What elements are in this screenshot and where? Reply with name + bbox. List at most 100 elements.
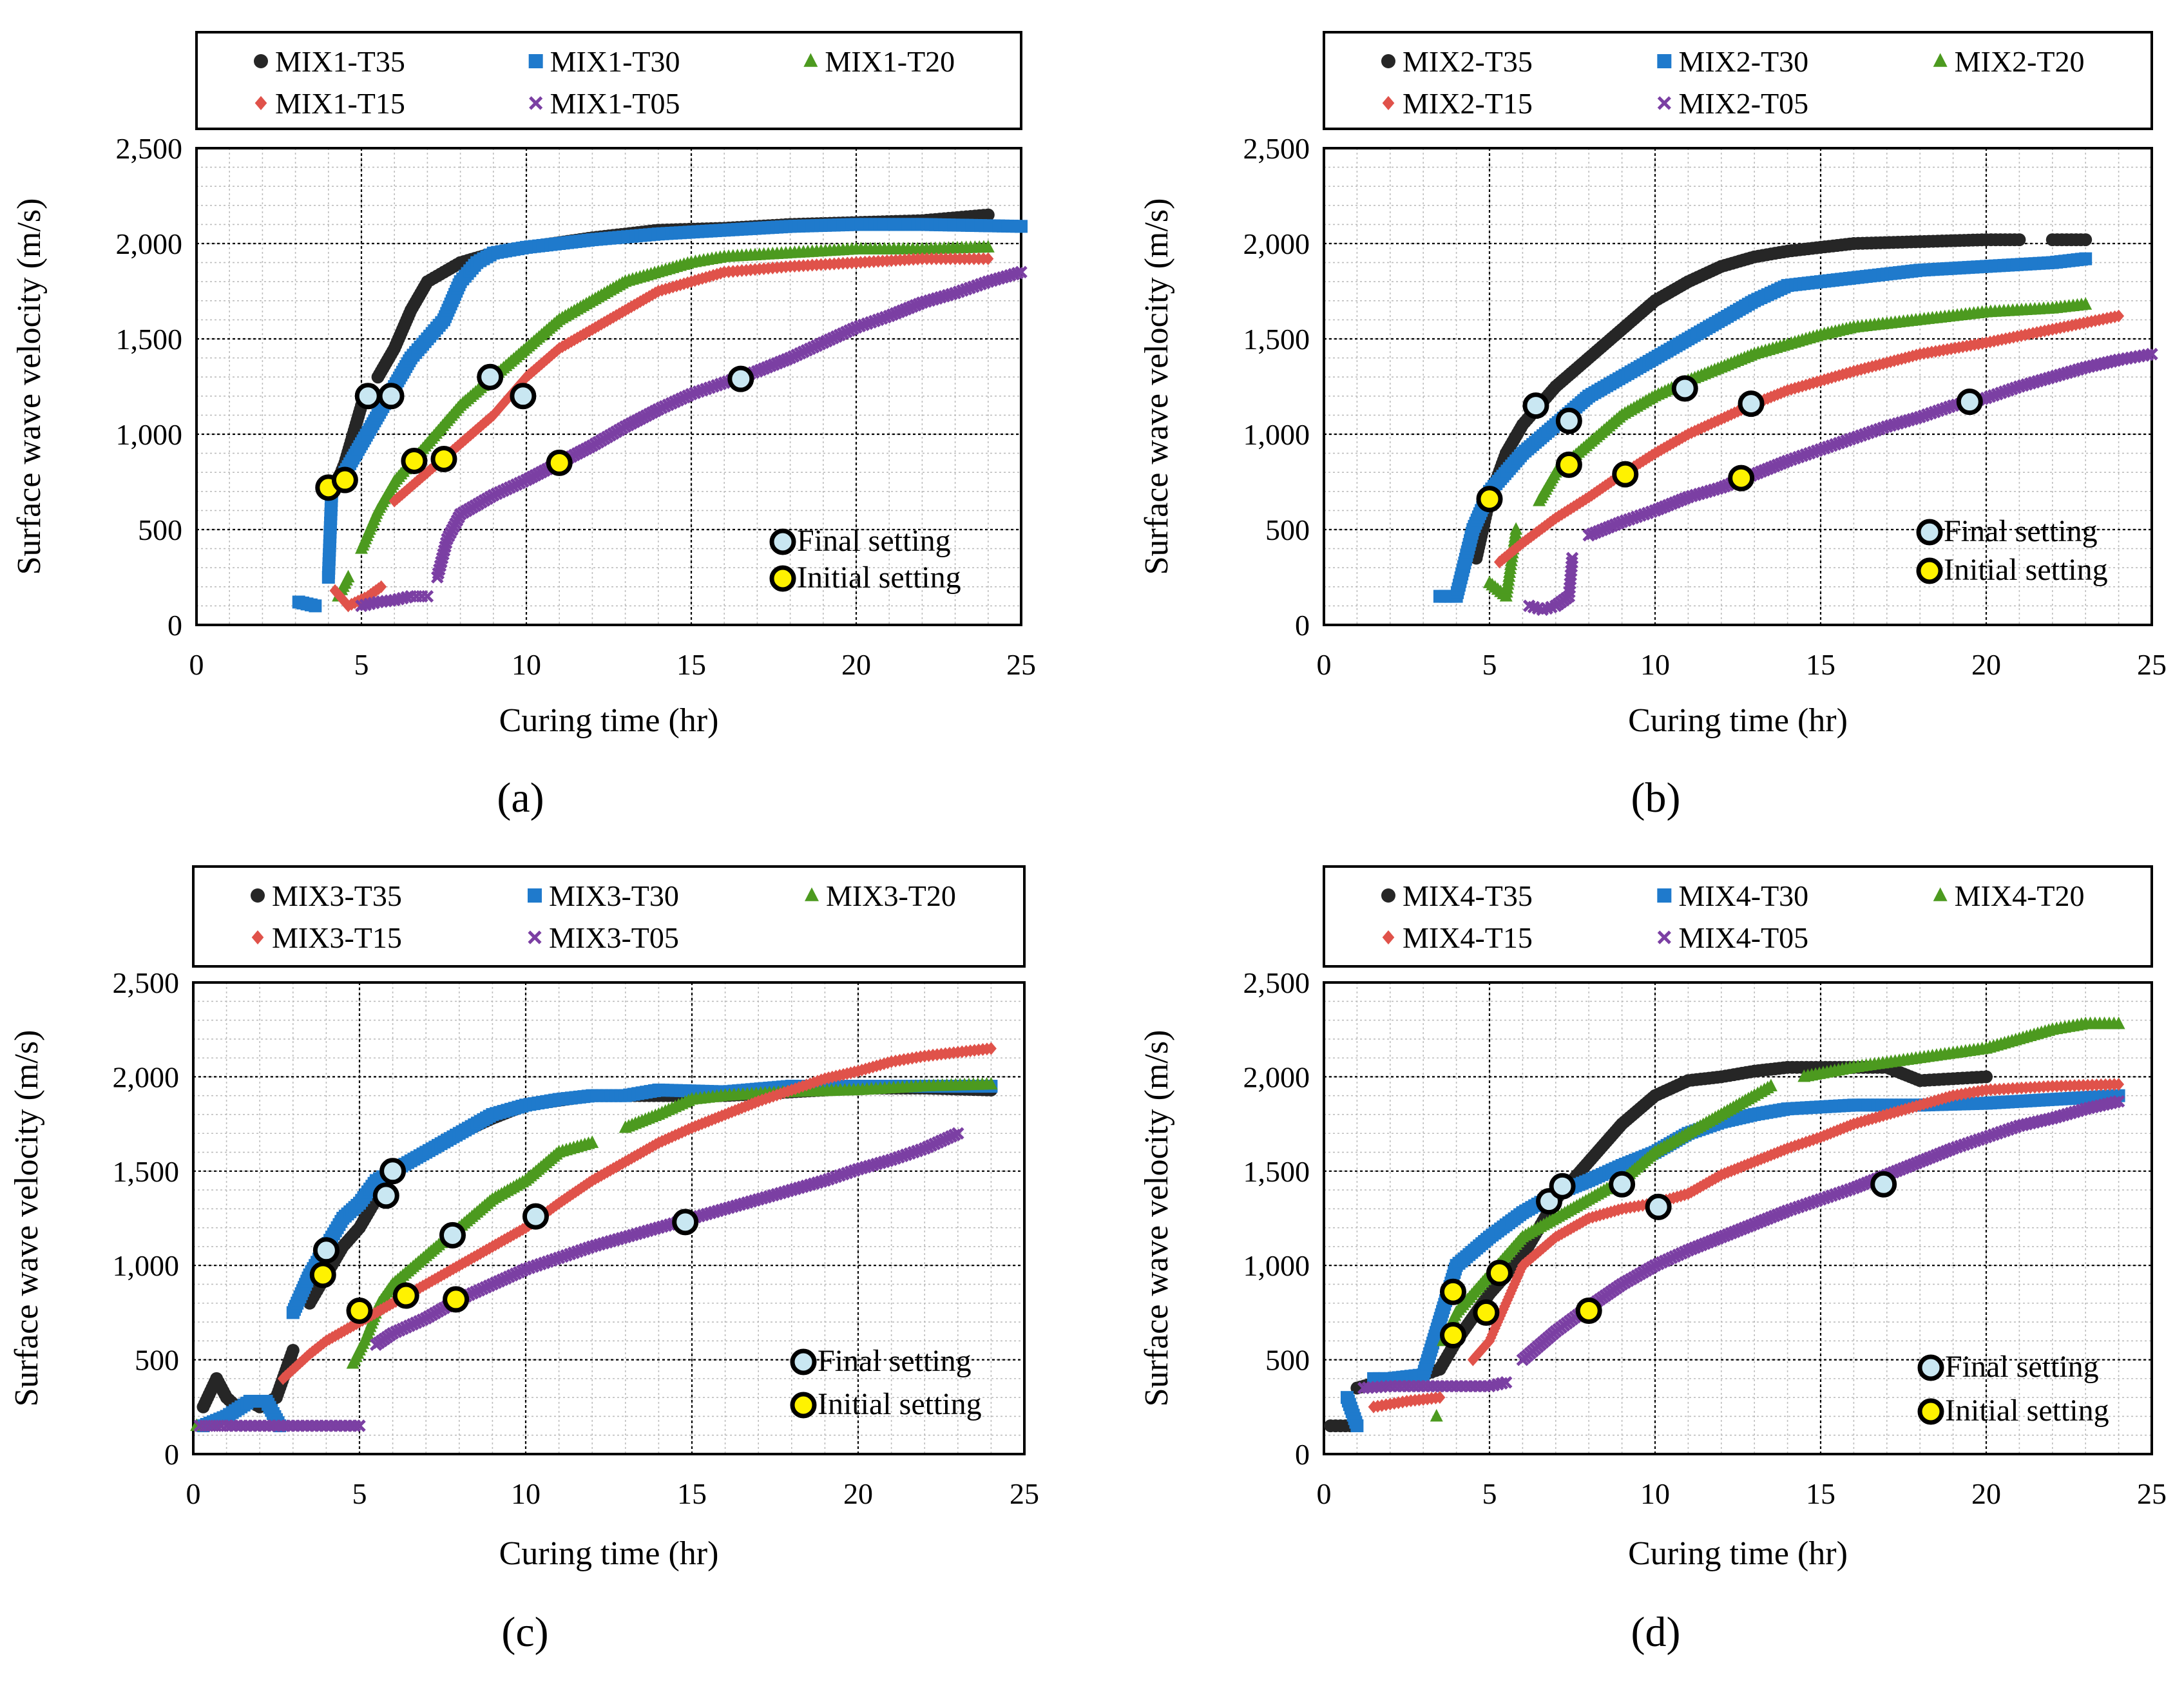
final-setting-legend-marker [790, 1348, 817, 1375]
final-setting-legend-label: Final setting [1944, 514, 2098, 548]
data-point [1350, 1419, 1364, 1433]
y-tick-label: 1,000 [1243, 1249, 1310, 1282]
x-axis-label: Curing time (hr) [499, 702, 719, 739]
legend-frame [1323, 31, 2153, 130]
plot-frame [1323, 147, 2153, 626]
setting-legend: Final setting Initial setting [1916, 514, 2108, 587]
x-tick-label: 20 [841, 648, 871, 681]
legend-label: MIX2-T15 [1403, 87, 1533, 120]
legend-marker [528, 888, 542, 903]
initial-setting-marker [1486, 1260, 1513, 1287]
final-setting-marker [1956, 388, 1983, 416]
final-setting-marker [354, 383, 381, 410]
legend-label: MIX4-T30 [1678, 879, 1808, 912]
legend-label: MIX3-T05 [549, 921, 679, 954]
initial-setting-legend-marker [769, 565, 796, 592]
x-tick-label: 5 [1482, 648, 1497, 681]
initial-setting-legend-marker [1916, 557, 1943, 584]
minor-grid [193, 982, 1025, 1455]
panel-label: (a) [497, 774, 544, 821]
initial-setting-legend-marker [790, 1392, 817, 1419]
data-point [2079, 297, 2093, 310]
legend-marker [1381, 888, 1395, 903]
major-grid [193, 982, 1024, 1454]
final-setting-marker [1555, 407, 1582, 434]
panel-1: 0 5 10 15 20 25 0 500 1,000 1,500 2,000 2,500 Curing… [1138, 31, 2167, 821]
data-point [341, 570, 355, 582]
x-tick-label: 5 [1482, 1477, 1497, 1510]
y-tick-label: 500 [135, 1344, 179, 1377]
initial-setting-marker [346, 1297, 373, 1324]
y-tick-label: 0 [1295, 1438, 1310, 1471]
y-tick-label: 1,500 [1243, 1155, 1310, 1188]
legend-label: MIX2-T20 [1955, 45, 2085, 78]
legend-marker [1381, 54, 1395, 68]
x-tick-label: 10 [1640, 1477, 1670, 1510]
final-setting-marker [522, 1203, 549, 1230]
series-MIX1-T30 [292, 218, 1028, 613]
x-tick-label: 15 [677, 1477, 707, 1510]
final-setting-marker [1870, 1171, 1897, 1198]
setting-markers [315, 363, 754, 501]
y-tick-label: 1,500 [113, 1155, 180, 1188]
x-tick-label: 15 [676, 648, 706, 681]
y-tick-label: 0 [1295, 609, 1310, 642]
legend-marker [1657, 54, 1672, 68]
y-tick-label: 2,000 [1243, 1060, 1310, 1093]
x-tick-label: 0 [186, 1477, 201, 1510]
legend-label: MIX4-T20 [1955, 879, 2085, 912]
initial-setting-legend-label: Initial setting [797, 560, 961, 595]
initial-setting-marker [331, 466, 358, 493]
x-tick-label: 0 [1317, 648, 1332, 681]
final-setting-marker [1549, 1173, 1576, 1200]
x-tick-label: 10 [1640, 648, 1670, 681]
legend-label: MIX2-T05 [1678, 87, 1808, 120]
data-point [586, 1135, 599, 1148]
final-setting-marker [1522, 392, 1549, 419]
legend-marker [528, 54, 543, 68]
y-tick-label: 2,500 [1243, 966, 1310, 999]
final-setting-marker [312, 1237, 340, 1264]
final-setting-marker [372, 1182, 399, 1209]
legend-label: MIX2-T30 [1678, 45, 1808, 78]
legend: MIX3-T35 MIX3-T30 MIX3-T20 MIX3-T15 MIX3-T05 [192, 865, 1026, 968]
legend-label: MIX1-T20 [825, 45, 955, 78]
initial-setting-marker [309, 1261, 336, 1288]
y-tick-label: 1,000 [113, 1249, 180, 1282]
final-setting-marker [1671, 375, 1698, 402]
y-tick-label: 1,000 [116, 418, 183, 451]
y-tick-label: 2,500 [113, 966, 180, 999]
y-tick-label: 2,500 [116, 132, 183, 165]
series-MIX2-T30 [1433, 252, 2093, 603]
initial-setting-legend-label: Initial setting [1944, 553, 2108, 587]
initial-setting-marker [1555, 451, 1582, 478]
series-MIX3-T15 [277, 1042, 997, 1385]
final-setting-marker [378, 383, 405, 410]
legend-marker [254, 96, 267, 110]
final-setting-marker [439, 1221, 466, 1249]
legend-marker [803, 53, 818, 67]
legend-label: MIX3-T30 [549, 879, 679, 912]
y-tick-label: 2,000 [1243, 227, 1310, 260]
initial-setting-marker [1612, 461, 1639, 488]
data-point [984, 1077, 998, 1090]
legend-marker [529, 96, 543, 110]
x-tick-label: 25 [1006, 648, 1036, 681]
series-MIX1-T15 [329, 252, 994, 613]
legend-marker [1933, 53, 1948, 67]
x-axis-label: Curing time (hr) [1628, 1535, 1848, 1572]
final-setting-marker [1738, 390, 1765, 417]
initial-setting-marker [546, 449, 573, 476]
initial-setting-legend-label: Initial setting [1945, 1394, 2109, 1428]
data-point [2145, 347, 2158, 361]
final-setting-legend-label: Final setting [1945, 1350, 2099, 1384]
x-tick-label: 20 [843, 1477, 873, 1510]
y-axis-label: Surface wave velocity (m/s) [1138, 1030, 1175, 1407]
initial-setting-marker [1473, 1299, 1500, 1326]
x-tick-label: 20 [1971, 1477, 2001, 1510]
data-point [2079, 233, 2093, 247]
y-tick-label: 2,000 [113, 1060, 180, 1093]
legend-label: MIX1-T30 [550, 45, 680, 78]
panel-0: 0 5 10 15 20 25 0 500 1,000 1,500 2,000 2,500 Curing… [11, 31, 1036, 821]
